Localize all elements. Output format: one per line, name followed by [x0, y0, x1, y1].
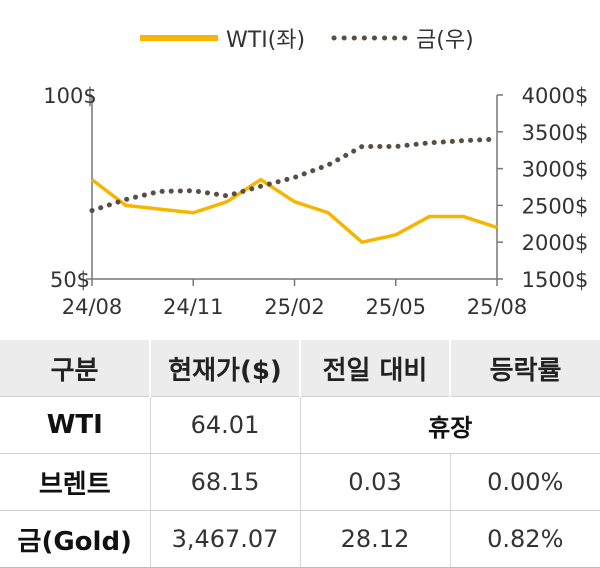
row-label-wti: WTI — [0, 396, 151, 454]
oil-gold-price-chart: WTI(좌) 금(우) 100$ 50$ 4000$ 3500$ 3000$ 2500$… — [43, 28, 588, 319]
header-rate: 등락률 — [450, 340, 600, 397]
y-tick-label-right: 2500$ — [522, 194, 589, 218]
row-label-brent: 브렌트 — [0, 453, 151, 511]
cell-note-wti: 휴장 — [300, 396, 600, 454]
row-label-gold: 금(Gold) — [0, 510, 151, 568]
price-summary-table: 구분 현재가($) 전일 대비 등락률 WTI 64.01 휴장 브렌트 68.… — [0, 340, 600, 568]
header-change: 전일 대비 — [300, 340, 451, 397]
y-tick-label-right: 1500$ — [522, 268, 589, 292]
header-price: 현재가($) — [150, 340, 301, 397]
y-tick-label-right: 3500$ — [522, 121, 589, 145]
x-tick-label: 25/05 — [365, 295, 426, 319]
x-tick-label: 25/02 — [264, 295, 325, 319]
y-tick-label-left: 100$ — [43, 84, 96, 108]
y-tick-label-left: 50$ — [50, 268, 90, 292]
cell-price-wti: 64.01 — [150, 396, 301, 454]
left-y-axis: 100$ 50$ — [43, 84, 96, 292]
y-tick-label-right: 3000$ — [522, 158, 589, 182]
legend-label-gold: 금(우) — [416, 28, 474, 53]
legend-label-wti: WTI(좌) — [226, 28, 305, 53]
table-header-row: 구분 현재가($) 전일 대비 등락률 — [0, 340, 600, 397]
series-line-gold — [89, 136, 500, 214]
x-tick-label: 24/08 — [62, 295, 123, 319]
y-tick-label-right: 2000$ — [522, 231, 589, 255]
header-category: 구분 — [0, 340, 151, 397]
series-line-wti — [90, 177, 498, 244]
cell-price-gold: 3,467.07 — [150, 510, 301, 568]
x-tick-label: 25/08 — [467, 295, 528, 319]
table-row: 브렌트 68.15 0.03 0.00% — [0, 453, 600, 511]
x-axis: 24/08 24/11 25/02 25/05 25/08 — [62, 279, 528, 319]
right-y-axis: 4000$ 3500$ 3000$ 2500$ 2000$ 1500$ — [497, 84, 588, 292]
plot-frame — [86, 94, 498, 280]
table-row: WTI 64.01 휴장 — [0, 396, 600, 454]
cell-rate-brent: 0.00% — [450, 453, 600, 511]
cell-price-brent: 68.15 — [150, 453, 301, 511]
cell-change-gold: 28.12 — [300, 510, 451, 568]
table-row: 금(Gold) 3,467.07 28.12 0.82% — [0, 510, 600, 568]
cell-rate-gold: 0.82% — [450, 510, 600, 568]
chart-legend: WTI(좌) 금(우) — [140, 28, 474, 53]
y-tick-label-right: 4000$ — [522, 84, 589, 108]
x-tick-label: 24/11 — [163, 295, 224, 319]
cell-change-brent: 0.03 — [300, 453, 451, 511]
